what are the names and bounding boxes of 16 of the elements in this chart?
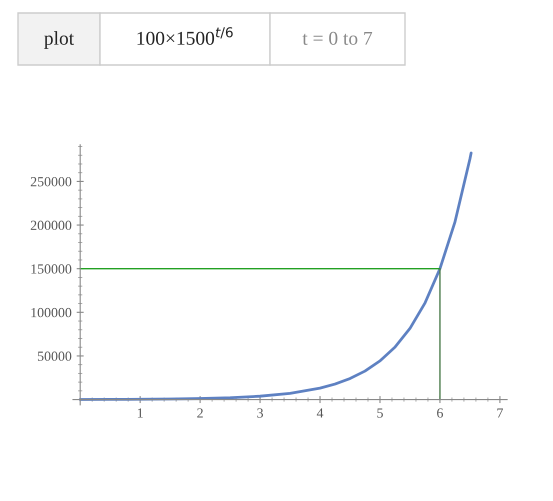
x-tick-label: 4: [316, 408, 324, 418]
text: plot: [44, 31, 74, 49]
y-tick-label: 100000: [31, 308, 72, 318]
x-tick-label: 7: [497, 408, 503, 418]
y-tick-label: 200000: [30, 220, 72, 230]
x-tick-label: 5: [377, 408, 383, 418]
line-series: [78, 152, 473, 401]
y-tick-label: 250000: [30, 177, 72, 186]
text: t = 0 to 7: [302, 32, 372, 45]
y-tick-label: 150000: [31, 264, 72, 274]
y-tick-label: 50000: [38, 352, 72, 361]
x-tick-label: 6: [437, 408, 444, 418]
x-tick-label: 2: [197, 408, 203, 418]
text: 100×1500$^{t/6}$: [138, 27, 233, 45]
x-tick-label: 3: [257, 408, 263, 418]
x-tick-label: 1: [138, 408, 143, 418]
